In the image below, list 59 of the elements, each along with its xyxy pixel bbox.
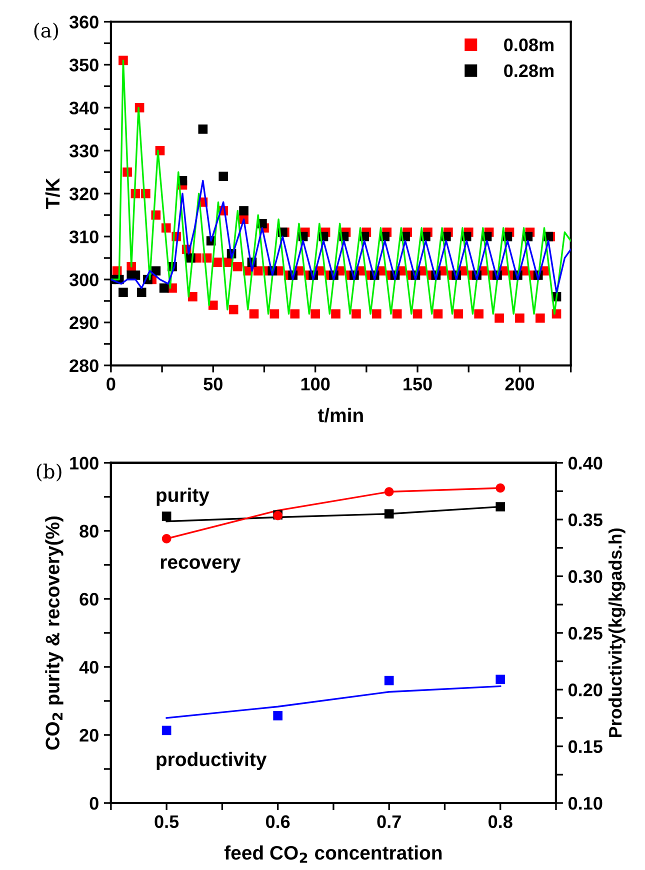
point <box>384 487 394 496</box>
x-tick-label: 0.5 <box>154 815 179 828</box>
y2-axis-title: Productivity(kg/kgads.h) <box>608 528 626 738</box>
y-tick-label: 340 <box>69 102 98 114</box>
point <box>273 711 282 720</box>
y2-tick-label: 0.10 <box>568 796 602 810</box>
legend-label: 0.08m <box>504 38 554 52</box>
point <box>159 283 169 293</box>
y-tick-label: 40 <box>79 660 98 674</box>
y-tick-label: 280 <box>70 359 98 372</box>
point <box>496 502 506 512</box>
y-tick-label: 300 <box>69 273 98 286</box>
point <box>118 288 128 298</box>
point <box>198 124 208 134</box>
point <box>496 674 506 684</box>
y2-tick-label: 0.30 <box>568 570 602 583</box>
y-tick-label: 80 <box>80 524 98 538</box>
y-tick-label: 0 <box>90 796 98 810</box>
x-axis-title: feed CO$_{2}$ concentration <box>224 845 442 863</box>
x-tick-label: 0.8 <box>488 815 512 828</box>
y2-tick-label: 0.15 <box>568 740 602 754</box>
chart-title: (b) <box>36 464 62 482</box>
y2-tick-label: 0.35 <box>568 513 602 526</box>
x-tick-label: 0.6 <box>266 815 290 828</box>
x-tick-label: 0.7 <box>377 815 401 828</box>
y2-tick-label: 0.20 <box>568 684 602 696</box>
y-tick-label: 60 <box>80 592 98 606</box>
y-tick-label: 100 <box>70 456 98 470</box>
y-axis-title: T/K <box>45 178 60 210</box>
y-tick-label: 350 <box>69 58 98 72</box>
y-tick-label: 320 <box>69 188 98 200</box>
x-tick-label: 0 <box>106 378 116 390</box>
point <box>136 288 146 298</box>
x-tick-label: 150 <box>404 378 432 390</box>
point <box>384 509 394 519</box>
chart-title: (a) <box>34 22 58 40</box>
point <box>496 483 506 493</box>
point <box>239 206 248 216</box>
series-label: productivity <box>156 752 267 770</box>
y-axis-title: CO$_{2}$ purity & recovery(%) <box>45 516 64 750</box>
y2-tick-label: 0.25 <box>568 626 602 640</box>
y-tick-label: 290 <box>70 316 98 330</box>
x-tick-label: 100 <box>301 378 330 390</box>
legend-label: 0.28m <box>504 64 554 78</box>
x-axis-title: t/min <box>318 408 363 422</box>
series-label: recovery <box>160 558 241 573</box>
y-tick-label: 20 <box>80 728 98 742</box>
y2-tick-label: 0.40 <box>568 456 602 470</box>
y-tick-label: 330 <box>69 144 98 158</box>
point <box>162 726 172 736</box>
x-tick-label: 200 <box>505 378 534 390</box>
x-tick-label: 50 <box>204 378 222 390</box>
y-tick-label: 360 <box>69 16 98 28</box>
point <box>162 534 172 544</box>
point <box>218 172 228 182</box>
series-label: purity <box>156 488 210 506</box>
point <box>162 512 172 521</box>
point <box>384 676 394 686</box>
y-tick-label: 310 <box>69 230 98 244</box>
